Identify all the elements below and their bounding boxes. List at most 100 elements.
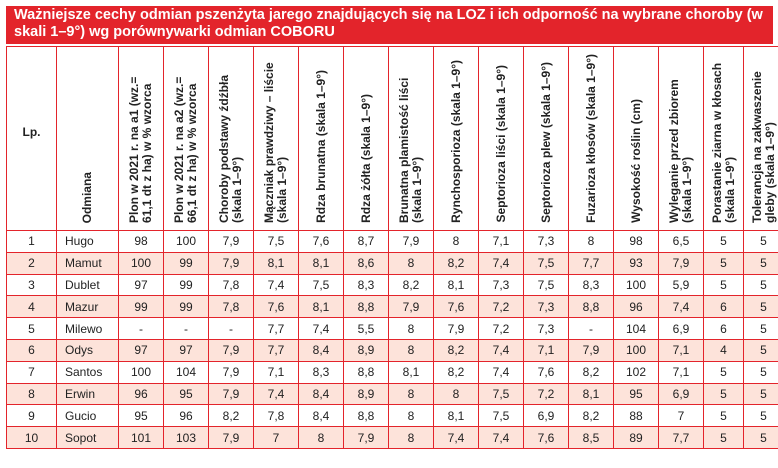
table-header: Lp. Odmiana Plon w 2021 r. na a1 (wz.= 61,…	[6, 46, 778, 231]
table-cell: 7,4	[478, 338, 524, 362]
table-cell: 6,9	[658, 317, 704, 340]
variety-name: Gucio	[56, 404, 119, 428]
table-cell: 5	[703, 382, 744, 406]
table-cell: 6	[703, 295, 744, 319]
table-cell: 96	[118, 382, 164, 406]
table-cell: 8,3	[343, 273, 389, 297]
table-cell: 8,1	[253, 251, 299, 275]
table-cell: 7,9	[343, 426, 389, 449]
table-cell: 7,5	[298, 273, 344, 297]
table-cell: 7,9	[388, 230, 434, 253]
table-cell: 8,4	[298, 382, 344, 406]
table-cell: 95	[163, 382, 209, 406]
table-cell: 5	[743, 230, 778, 253]
table-cell: 7	[253, 426, 299, 449]
table-cell: 8,1	[298, 295, 344, 319]
table-cell: 7,7	[658, 426, 704, 449]
column-header: Rdza brunatna (skala 1–9°)	[298, 46, 344, 231]
table-cell: 8	[388, 382, 434, 406]
table-cell: 99	[163, 273, 209, 297]
table-cell: 5	[703, 360, 744, 384]
table-cell: 5	[743, 426, 778, 449]
column-header-label: Rynchosporioza (skala 1–9°)	[448, 60, 463, 223]
column-header-label: Fuzarioza kłosów (skala 1–9°)	[583, 54, 598, 223]
column-header: Plon w 2021 r. na a1 (wz.= 61,1 dt z ha)…	[118, 46, 164, 231]
table-cell: 97	[163, 338, 209, 362]
table-cell: 100	[163, 230, 209, 253]
table-cell: 95	[118, 404, 164, 428]
row-number: 2	[6, 251, 57, 275]
column-header: Brunatna plamistość liści (skala 1–9°)	[388, 46, 434, 231]
column-header: Septorioza liści (skala 1–9°)	[478, 46, 524, 231]
table-cell: 8,8	[568, 295, 614, 319]
row-number: 7	[6, 360, 57, 384]
table-cell: 8,3	[298, 360, 344, 384]
table-cell: 7,4	[478, 360, 524, 384]
table-cell: 7,5	[253, 230, 299, 253]
table-cell: 8	[298, 426, 344, 449]
column-header: Tolerancja na zakwaszenie gleby (skala 1…	[743, 46, 778, 231]
table-cell: -	[568, 317, 614, 340]
table-cell: 5	[703, 273, 744, 297]
variety-name: Santos	[56, 360, 119, 384]
table-cell: 7,8	[208, 273, 254, 297]
table-cell: 103	[163, 426, 209, 449]
table-cell: 7,4	[253, 382, 299, 406]
table-cell: 8,2	[568, 360, 614, 384]
row-number: 4	[6, 295, 57, 319]
table-cell: 7,9	[433, 317, 479, 340]
table-cell: 7,1	[523, 338, 569, 362]
column-header-label: Rdza żółta (skala 1–9°)	[358, 94, 373, 223]
row-number: 9	[6, 404, 57, 428]
column-header: Choroby podstawy źdźbła (skala 1–9°)	[208, 46, 254, 231]
table-cell: 8,8	[343, 360, 389, 384]
table-cell: 8	[388, 404, 434, 428]
table-cell: 8,4	[298, 404, 344, 428]
column-header-label: Mączniak prawdziwy – liście (skala 1–9°)	[262, 62, 289, 223]
table-row: 4 Mazur 99 99 7,8 7,6 8,1 8,8 7,9 7,6 7,2 7,3 8,8 96 7…	[6, 295, 778, 319]
table-cell: 8,4	[298, 338, 344, 362]
column-header: Porastanie ziarna w kłosach (skala 1–9°)	[703, 46, 744, 231]
table-cell: 7,9	[208, 382, 254, 406]
table-cell: 7,4	[253, 273, 299, 297]
table-cell: 101	[118, 426, 164, 449]
table-cell: 100	[118, 251, 164, 275]
table-cell: 8,1	[298, 251, 344, 275]
column-header-label: Septorioza plew (skala 1–9°)	[538, 62, 553, 223]
table-cell: 7,9	[208, 426, 254, 449]
table-cell: 7,1	[658, 338, 704, 362]
column-header: Wysokość roślin (cm)	[613, 46, 659, 231]
table-cell: 7,7	[568, 251, 614, 275]
table-cell: 7,4	[298, 317, 344, 340]
table-cell: 7,6	[253, 295, 299, 319]
table-cell: 7,9	[208, 251, 254, 275]
table-cell: 7,9	[208, 338, 254, 362]
table-cell: 99	[118, 295, 164, 319]
variety-name: Erwin	[56, 382, 119, 406]
table-cell: 5	[743, 338, 778, 362]
table-cell: 5	[743, 251, 778, 275]
table-cell: 7,3	[478, 273, 524, 297]
table-cell: 7,6	[298, 230, 344, 253]
table-cell: 89	[613, 426, 659, 449]
column-header: Mączniak prawdziwy – liście (skala 1–9°)	[253, 46, 299, 231]
table-cell: 104	[613, 317, 659, 340]
table-cell: 5	[703, 251, 744, 275]
variety-name: Mamut	[56, 251, 119, 275]
table-cell: 8,1	[388, 360, 434, 384]
table-cell: 8,2	[568, 404, 614, 428]
table-cell: 100	[613, 273, 659, 297]
table-body: 1 Hugo 98 100 7,9 7,5 7,6 8,7 7,9 8 7,1 7,3 8 98 6,5 5 5…	[6, 230, 778, 449]
table-cell: 99	[163, 251, 209, 275]
table-cell: -	[163, 317, 209, 340]
table-cell: 97	[118, 338, 164, 362]
column-header-label: Plon w 2021 r. na a2 (wz.= 66,1 dt z ha)…	[172, 76, 199, 223]
table-cell: 8,6	[343, 251, 389, 275]
table-cell: 7,8	[208, 295, 254, 319]
variety-table: Lp. Odmiana Plon w 2021 r. na a1 (wz.= 61,…	[6, 46, 778, 449]
table-cell: 7,2	[523, 382, 569, 406]
table-cell: 6,9	[523, 404, 569, 428]
row-number: 3	[6, 273, 57, 297]
table-cell: 100	[613, 338, 659, 362]
table-cell: 93	[613, 251, 659, 275]
